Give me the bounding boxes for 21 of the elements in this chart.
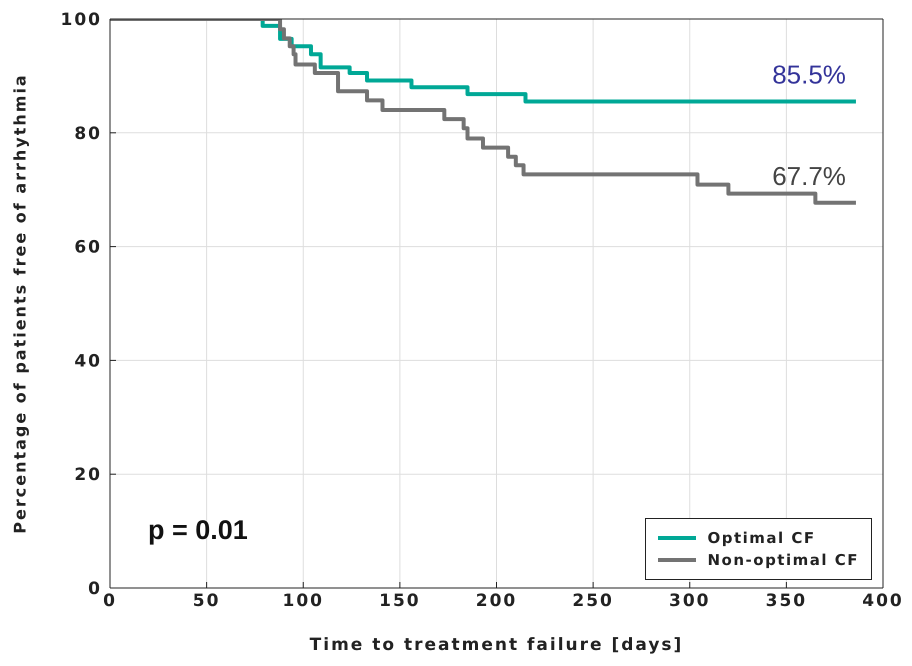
x-tick-label: 250 (572, 591, 614, 612)
x-tick-label: 50 (192, 591, 220, 612)
x-tick-label: 150 (379, 591, 421, 612)
y-tick-label: 100 (60, 10, 102, 30)
legend-label: Optimal CF (708, 529, 816, 547)
annotation: 67.7% (772, 160, 846, 191)
x-tick-label: 100 (282, 591, 324, 612)
x-tick-label: 200 (476, 591, 518, 612)
y-tick-label: 20 (74, 465, 102, 486)
x-tick-label: 400 (862, 591, 904, 612)
y-axis-title: Percentage of patients free of arrhythmia (10, 73, 30, 534)
legend-label: Non-optimal CF (708, 551, 859, 569)
y-tick-label: 60 (74, 238, 102, 258)
x-tick-label: 300 (669, 591, 710, 612)
x-tick-label: 350 (766, 591, 808, 612)
y-tick-label: 80 (74, 124, 102, 144)
annotation: 85.5% (772, 60, 846, 90)
y-tick-label: 40 (74, 351, 102, 372)
annotation: p = 0.01 (148, 515, 248, 546)
x-tick-label: 0 (103, 591, 117, 612)
x-axis-title: Time to treatment failure [days] (310, 635, 684, 655)
